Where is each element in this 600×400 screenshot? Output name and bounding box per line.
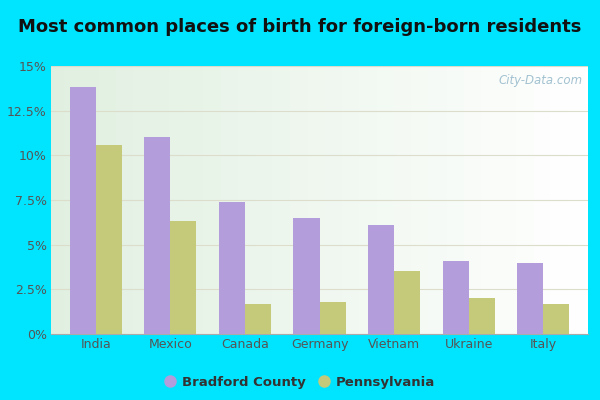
Bar — [320, 302, 346, 334]
Bar — [170, 222, 196, 334]
Bar — [70, 88, 96, 334]
Bar — [543, 304, 569, 334]
Bar — [469, 298, 495, 334]
Bar — [394, 272, 420, 334]
Bar — [245, 304, 271, 334]
Bar — [443, 261, 469, 334]
Legend: Bradford County, Pennsylvania: Bradford County, Pennsylvania — [162, 373, 438, 392]
Bar — [368, 225, 394, 334]
Bar — [96, 145, 122, 334]
Text: Most common places of birth for foreign-born residents: Most common places of birth for foreign-… — [19, 18, 581, 36]
Bar — [219, 202, 245, 334]
Bar — [517, 262, 543, 334]
Bar — [144, 138, 170, 334]
Bar — [293, 218, 320, 334]
Text: City-Data.com: City-Data.com — [499, 74, 583, 87]
